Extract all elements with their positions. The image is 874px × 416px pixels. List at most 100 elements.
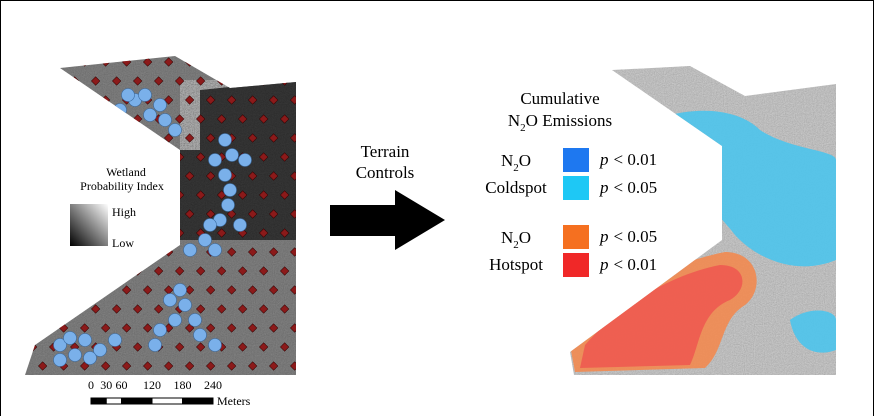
sample-point <box>101 286 109 294</box>
sample-point <box>174 284 187 297</box>
p-threshold: < 0.01 <box>614 255 658 274</box>
swatch <box>563 225 589 249</box>
left-map <box>20 50 300 380</box>
n2o-prefix: N <box>508 111 520 130</box>
sample-point <box>91 115 99 123</box>
sample-point <box>59 172 67 180</box>
scale-label: 240 <box>204 378 222 392</box>
sample-point <box>194 329 207 342</box>
sample-point <box>122 89 135 102</box>
arrow-label: Controls <box>356 163 415 182</box>
n2o-label: N2O <box>501 151 531 174</box>
sample-point <box>28 153 36 161</box>
sample-point <box>154 99 167 112</box>
sample-point <box>143 210 151 218</box>
sample-point <box>38 248 46 256</box>
sample-point <box>91 153 99 161</box>
sample-point <box>38 286 46 294</box>
n2o-suffix: O Emissions <box>526 111 612 130</box>
sample-point <box>80 134 88 142</box>
sample-point <box>91 267 99 275</box>
sample-point <box>139 89 152 102</box>
swatch <box>563 253 589 277</box>
n2o-prefix: N <box>501 151 513 170</box>
sample-point <box>143 248 151 256</box>
sample-point <box>49 305 57 313</box>
sample-point <box>206 58 214 66</box>
sample-point <box>149 339 162 352</box>
n2o-label: N2O <box>501 228 531 251</box>
sample-point <box>80 96 88 104</box>
sample-point <box>224 184 237 197</box>
sample-point <box>112 153 120 161</box>
scale-label: 30 <box>100 378 112 392</box>
legend-title: Cumulative <box>520 89 599 108</box>
sample-point <box>54 354 67 367</box>
sample-point <box>122 134 130 142</box>
sample-point <box>79 334 92 347</box>
sample-point <box>28 191 36 199</box>
legend-title: Wetland <box>106 165 146 179</box>
scale-label: 180 <box>174 378 192 392</box>
sample-point <box>164 172 172 180</box>
swatch <box>563 176 589 200</box>
sample-point <box>28 267 36 275</box>
p-label: p < 0.01 <box>599 255 657 274</box>
sample-point <box>70 153 78 161</box>
sample-point <box>69 349 82 362</box>
sample-point <box>238 77 246 85</box>
sample-point <box>59 286 67 294</box>
sample-point <box>49 115 57 123</box>
sample-point <box>227 58 235 66</box>
sample-point <box>259 77 267 85</box>
sample-point <box>38 58 46 66</box>
sample-point <box>38 172 46 180</box>
sample-point <box>84 352 97 365</box>
sample-point <box>101 248 109 256</box>
sample-point <box>49 191 57 199</box>
scale-label: 120 <box>143 378 161 392</box>
p-threshold: < 0.01 <box>614 150 658 169</box>
n2o-suffix: O <box>519 228 531 247</box>
p-symbol: p <box>599 255 609 274</box>
scale-segment <box>152 398 183 404</box>
sample-point <box>101 134 109 142</box>
group-kind: Hotspot <box>489 255 543 274</box>
sample-point <box>49 77 57 85</box>
sample-point <box>49 229 57 237</box>
wpi-legend: Wetland Probability Index High Low <box>70 165 164 250</box>
n2o-suffix: O <box>519 151 531 170</box>
sample-point <box>164 294 177 307</box>
sample-point <box>38 134 46 142</box>
sample-point <box>70 305 78 313</box>
figure: Wetland Probability Index High Low 03060… <box>0 0 874 416</box>
p-symbol: p <box>599 227 609 246</box>
arrow <box>330 190 445 250</box>
sample-point <box>59 210 67 218</box>
sample-point <box>59 58 67 66</box>
sample-point <box>80 58 88 66</box>
scale-segment <box>122 398 153 404</box>
p-label: p< 0.01 <box>599 150 657 169</box>
sample-point <box>222 199 235 212</box>
sample-point <box>209 339 222 352</box>
n2o-prefix: N <box>501 228 513 247</box>
sample-point <box>154 229 162 237</box>
sample-point <box>219 169 232 182</box>
legend-high: High <box>112 205 136 219</box>
sample-point <box>184 244 197 257</box>
sample-point <box>70 115 78 123</box>
right-map <box>565 60 840 380</box>
sample-point <box>169 314 182 327</box>
swatch <box>563 148 589 172</box>
group-kind: Coldspot <box>485 178 547 197</box>
scale-segment <box>106 398 121 404</box>
sample-point <box>28 229 36 237</box>
scale-segment <box>91 398 106 404</box>
p-label: p< 0.05 <box>599 227 657 246</box>
p-threshold: < 0.05 <box>614 178 658 197</box>
legend-title: Probability Index <box>80 179 164 193</box>
sample-point <box>80 248 88 256</box>
sample-point <box>204 219 217 232</box>
